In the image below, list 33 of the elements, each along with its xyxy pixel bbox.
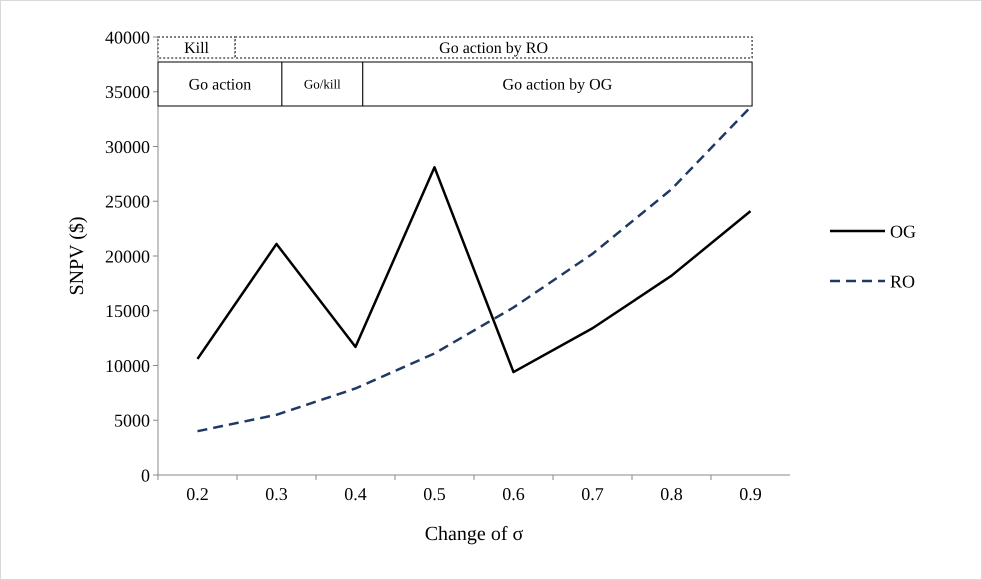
annotation: Go action by RO — [439, 40, 548, 58]
x-tick-label: 0.5 — [423, 484, 446, 504]
label-box: Go action by RO — [234, 36, 753, 58]
annotation: Kill — [184, 40, 210, 58]
y-tick-label: 10000 — [105, 356, 150, 376]
x-tick-label: 0.4 — [344, 484, 367, 504]
y-tick-label: 30000 — [105, 136, 150, 157]
label-box: Go action — [158, 62, 282, 106]
y-tick-label: 5000 — [114, 410, 150, 431]
y-tick-label: 15000 — [105, 301, 150, 322]
label-box: Go action by OG — [362, 62, 753, 106]
y-tick-label: 40000 — [105, 27, 150, 48]
x-tick-label: 0.2 — [186, 484, 209, 504]
x-axis-title: Change of σ — [424, 523, 524, 545]
x-tick-label: 0.6 — [502, 484, 525, 504]
x-tick-label: 0.7 — [581, 484, 604, 504]
y-axis-title: SNPV ($) — [66, 216, 88, 296]
annotation: Go action by OG — [502, 76, 613, 94]
line-series — [196, 106, 752, 432]
y-tick-label: 0 — [141, 465, 150, 486]
annotation: Go/kill — [304, 76, 342, 92]
y-tick-label: 35000 — [105, 82, 150, 102]
annotation: Go action — [188, 76, 252, 94]
label-box: Go/kill — [281, 62, 364, 106]
legend-label: OG — [890, 221, 916, 242]
x-tick-label: 0.3 — [265, 484, 288, 504]
x-tick-label: 0.8 — [660, 484, 683, 504]
y-tick-label: 25000 — [105, 192, 150, 212]
x-tick-label: 0.9 — [739, 484, 762, 504]
legend-label: RO — [890, 271, 916, 292]
line-series — [196, 166, 752, 374]
y-tick-label: 20000 — [105, 246, 150, 266]
label-box: Kill — [158, 36, 236, 58]
